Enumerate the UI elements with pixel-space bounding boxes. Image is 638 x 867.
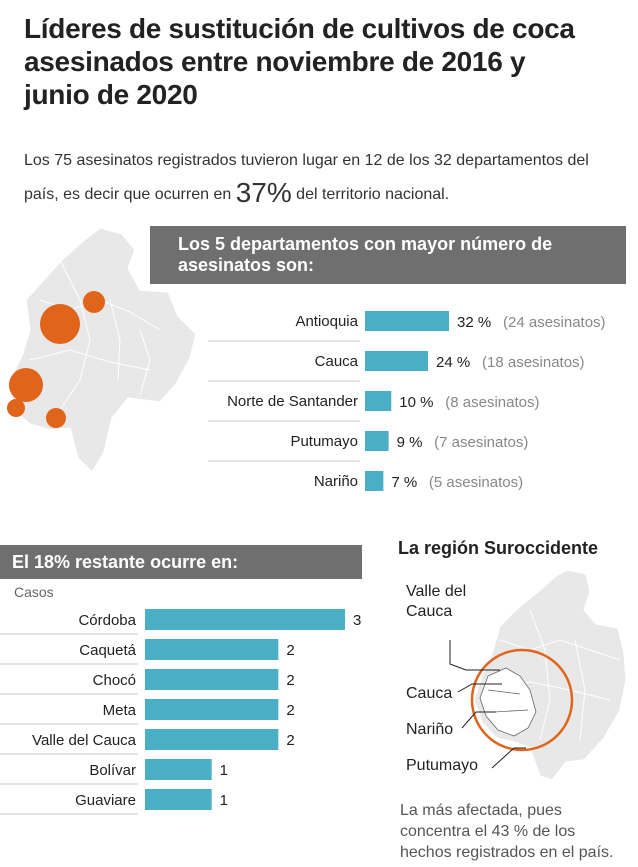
annotation-cauca: (18 asesinatos): [482, 354, 585, 371]
bar-putumayo: [365, 431, 389, 451]
category-label-guaviare: Guaviare: [75, 792, 136, 809]
category-label-antioquia: Antioquia: [295, 313, 358, 330]
category-label-meta: Meta: [103, 702, 137, 719]
category-label-putumayo: Putumayo: [290, 433, 358, 450]
bubble-cauca: [9, 368, 43, 402]
category-label-cauca: Cauca: [315, 353, 359, 370]
region-title: La región Suroccidente: [398, 538, 599, 558]
value-label-norte-de-santander: 10 %: [399, 394, 433, 411]
category-label-choco: Chocó: [93, 672, 136, 689]
intro-highlight: 37%: [235, 177, 292, 208]
bubble-narino: [7, 399, 25, 417]
bar-choco: [145, 669, 279, 690]
category-label-bolivar: Bolívar: [89, 762, 136, 779]
bar-narino: [365, 471, 384, 491]
label-putumayo: Putumayo: [406, 757, 479, 774]
value-label-putumayo: 9 %: [397, 434, 423, 451]
bubble-antioquia: [40, 304, 80, 344]
value-label-caqueta: 2: [286, 642, 294, 659]
callout-line-narino: [461, 711, 496, 729]
casos-label: Casos: [14, 584, 54, 600]
bar-antioquia: [365, 311, 449, 331]
region-note: La más afectada, pues concentra el 43 % …: [400, 802, 614, 861]
intro-before: Los 75 asesinatos registrados tuvieron l…: [24, 152, 589, 203]
value-label-valle-del-cauca: 2: [286, 732, 294, 749]
callout-line-cauca: [457, 683, 502, 693]
rest-chart-banner: El 18% restante ocurre en:: [0, 545, 362, 579]
bar-caqueta: [145, 639, 279, 660]
bar-bolivar: [145, 759, 212, 780]
value-label-cordoba: 3: [353, 612, 361, 629]
colombia-map-region: [473, 569, 627, 781]
bar-valle-del-cauca: [145, 729, 279, 750]
top-chart-banner: Los 5 departamentos con mayor número de …: [150, 226, 626, 284]
value-label-bolivar: 1: [220, 762, 228, 779]
value-label-antioquia: 32 %: [457, 314, 491, 331]
callout-line-valle: [449, 640, 500, 671]
value-label-narino: 7 %: [391, 474, 417, 491]
value-label-cauca: 24 %: [436, 354, 470, 371]
category-label-cordoba: Córdoba: [78, 612, 136, 629]
label-narino: Nariño: [406, 721, 454, 738]
category-label-caqueta: Caquetá: [79, 642, 136, 659]
callout-line-putumayo: [491, 747, 526, 769]
page-title: Líderes de sustitución de cultivos de co…: [24, 13, 575, 110]
label-valle-del-cauca: Valle del Cauca: [406, 583, 467, 620]
annotation-narino: (5 asesinatos): [429, 474, 523, 491]
value-label-choco: 2: [286, 672, 294, 689]
bubble-norte-santander: [83, 291, 105, 313]
category-label-valle-del-cauca: Valle del Cauca: [32, 732, 137, 749]
region-highlight-circle: [470, 648, 574, 752]
bubble-putumayo: [46, 408, 66, 428]
bar-cauca: [365, 351, 428, 371]
annotation-norte-de-santander: (8 asesinatos): [445, 394, 539, 411]
intro-after: del territorio nacional.: [291, 186, 450, 203]
intro-text: Los 75 asesinatos registrados tuvieron l…: [24, 145, 624, 211]
bar-cordoba: [145, 609, 345, 630]
value-label-guaviare: 1: [220, 792, 228, 809]
bar-meta: [145, 699, 279, 720]
annotation-antioquia: (24 asesinatos): [503, 314, 606, 331]
bar-norte-de-santander: [365, 391, 392, 411]
value-label-meta: 2: [286, 702, 294, 719]
label-cauca: Cauca: [406, 685, 453, 702]
bar-guaviare: [145, 789, 212, 810]
category-label-narino: Nariño: [314, 473, 358, 490]
annotation-putumayo: (7 asesinatos): [434, 434, 528, 451]
category-label-norte-de-santander: Norte de Santander: [227, 393, 358, 410]
